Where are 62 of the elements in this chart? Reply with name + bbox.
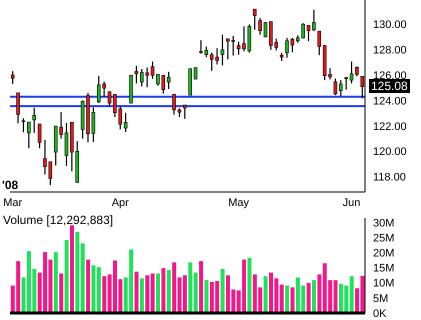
candlestick <box>274 38 278 51</box>
bar <box>306 282 311 313</box>
bar <box>64 240 69 313</box>
y-tick-label: 122.00 <box>373 120 407 133</box>
candlestick <box>183 104 187 120</box>
bar <box>156 273 160 313</box>
x-tick-label: Apr <box>112 196 130 209</box>
bar <box>140 278 144 313</box>
candlestick <box>102 80 106 98</box>
bar <box>166 270 171 313</box>
bar <box>134 272 139 313</box>
y-tick-label: 5M <box>373 292 388 305</box>
y-tick-label: 15M <box>373 262 394 275</box>
bar <box>204 280 208 313</box>
candlestick <box>161 74 166 94</box>
chart-title: Volume [12,292,883] <box>3 213 114 227</box>
candlestick <box>124 112 128 133</box>
candlestick <box>134 65 138 84</box>
x-tick-label: May <box>228 196 250 209</box>
candlestick <box>338 80 343 97</box>
bar <box>220 268 225 313</box>
candlestick <box>231 35 236 56</box>
bar <box>247 258 252 313</box>
candlestick <box>96 75 101 104</box>
bar <box>285 286 290 313</box>
y-tick-label: 0K <box>373 308 388 320</box>
candlestick <box>32 107 36 134</box>
bar <box>161 268 166 313</box>
y-tick-label: 120.00 <box>373 146 407 158</box>
annotation: '08 <box>2 178 18 192</box>
candlestick <box>140 68 144 88</box>
y-tick-label: 10M <box>373 278 394 290</box>
bar <box>70 225 74 313</box>
y-tick-label: 124.00 <box>373 95 407 108</box>
text: 125.08 <box>369 79 410 93</box>
y-tick-label: 25M <box>373 232 394 245</box>
candlestick <box>118 105 122 130</box>
candlestick <box>317 30 322 56</box>
candlestick <box>226 38 230 60</box>
y-tick-label: 130.00 <box>373 19 407 32</box>
bar <box>264 276 268 313</box>
candlestick <box>220 34 224 66</box>
y-tick-label: 30M <box>373 217 394 230</box>
bar <box>290 287 295 313</box>
candlestick <box>252 8 257 30</box>
x-tick-label: Mar <box>3 196 22 209</box>
y-tick-label: 20M <box>373 248 394 260</box>
y-tick-label: 118.00 <box>373 172 406 184</box>
bar <box>312 280 316 313</box>
candlestick <box>16 92 20 124</box>
candlestick <box>334 78 338 96</box>
bar <box>54 252 58 313</box>
y-tick-label: 126.00 <box>373 70 407 82</box>
y-tick-label: 128.00 <box>373 44 407 56</box>
bar <box>199 261 204 313</box>
candlestick <box>166 71 170 90</box>
candlestick <box>210 52 214 72</box>
bar <box>59 273 64 313</box>
candlestick <box>38 123 42 149</box>
candlestick <box>10 70 14 85</box>
x-tick-label: Jun <box>342 196 360 209</box>
bar <box>86 260 90 313</box>
